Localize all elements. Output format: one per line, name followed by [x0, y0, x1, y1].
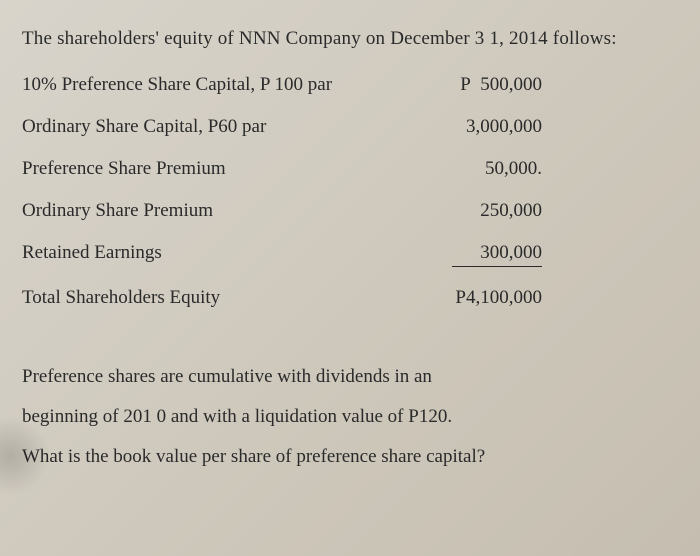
row-value: P500,000: [402, 74, 552, 96]
row-label: Ordinary Share Premium: [22, 200, 402, 222]
table-row: Total Shareholders Equity P4,100,000: [22, 287, 678, 309]
row-label: Ordinary Share Capital, P60 par: [22, 116, 402, 138]
table-row: Ordinary Share Capital, P60 par 3,000,00…: [22, 116, 678, 138]
amount: 50,000.: [485, 158, 542, 179]
row-value: P4,100,000: [402, 287, 552, 309]
page-heading: The shareholders' equity of NNN Company …: [22, 28, 678, 50]
table-row: 10% Preference Share Capital, P 100 par …: [22, 74, 678, 96]
table-row: Retained Earnings 300,000: [22, 242, 678, 267]
row-value: 300,000: [402, 242, 552, 267]
row-label: Preference Share Premium: [22, 158, 402, 180]
footer-line: beginning of 201 0 and with a liquidatio…: [22, 397, 678, 437]
row-value: 3,000,000: [402, 116, 552, 138]
footer-question: What is the book value per share of pref…: [22, 437, 678, 477]
equity-table: 10% Preference Share Capital, P 100 par …: [22, 74, 678, 309]
row-value: 250,000: [402, 200, 552, 222]
row-value: 50,000.: [402, 158, 552, 180]
row-label: Retained Earnings: [22, 242, 402, 264]
amount: 3,000,000: [466, 116, 542, 137]
footer-line: Preference shares are cumulative with di…: [22, 357, 678, 397]
amount: P4,100,000: [455, 287, 542, 308]
amount: 250,000: [480, 200, 542, 221]
row-label: Total Shareholders Equity: [22, 287, 402, 309]
table-row: Preference Share Premium 50,000.: [22, 158, 678, 180]
table-row: Ordinary Share Premium 250,000: [22, 200, 678, 222]
row-label: 10% Preference Share Capital, P 100 par: [22, 74, 402, 96]
currency-prefix: P: [460, 74, 480, 96]
amount-underlined: 300,000: [452, 242, 542, 267]
amount: 500,000: [480, 74, 542, 95]
footer-paragraph: Preference shares are cumulative with di…: [22, 357, 678, 477]
